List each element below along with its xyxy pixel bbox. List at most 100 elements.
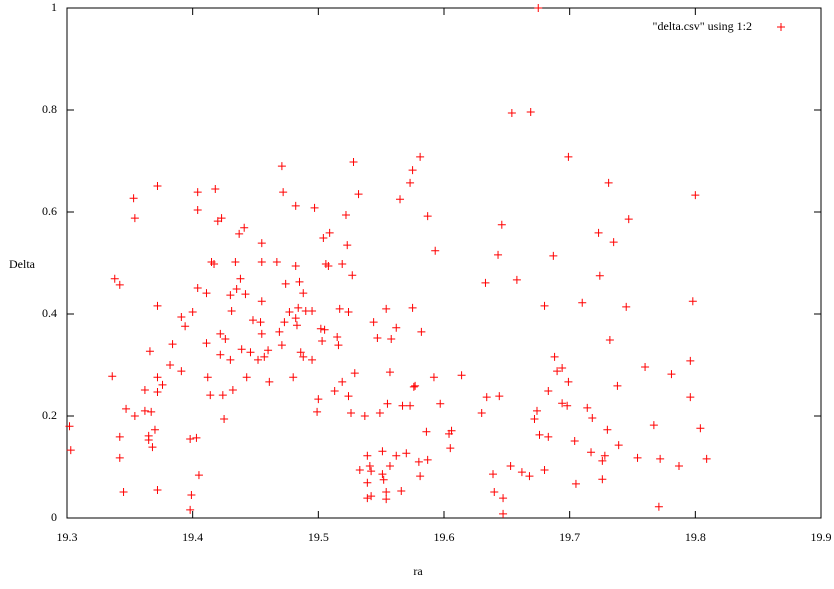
point — [177, 313, 186, 322]
point — [202, 339, 211, 348]
point — [411, 381, 420, 390]
point — [110, 274, 119, 283]
point — [217, 214, 226, 223]
point — [333, 332, 342, 341]
point — [649, 421, 658, 430]
point — [177, 367, 186, 376]
y-tick-label: 0 — [51, 510, 57, 524]
point — [398, 401, 407, 410]
point — [291, 314, 300, 323]
point — [235, 229, 244, 238]
point — [397, 486, 406, 495]
point — [294, 303, 303, 312]
point — [481, 278, 490, 287]
point — [530, 415, 539, 424]
point — [343, 241, 352, 250]
point — [147, 407, 156, 416]
point — [130, 214, 139, 223]
point — [119, 487, 128, 496]
point — [210, 260, 219, 269]
point — [227, 306, 236, 315]
x-tick-label: 19.7 — [559, 530, 580, 544]
point — [482, 393, 491, 402]
point — [553, 367, 562, 376]
point — [308, 306, 317, 315]
point — [422, 427, 431, 436]
point — [256, 318, 265, 327]
point — [564, 377, 573, 386]
point — [609, 238, 618, 247]
point — [320, 325, 329, 334]
point — [148, 443, 157, 452]
point — [497, 220, 506, 229]
y-tick-label: 0.2 — [42, 408, 57, 422]
point — [517, 468, 526, 477]
point — [382, 487, 391, 496]
point — [295, 277, 304, 286]
point — [525, 472, 534, 481]
point — [367, 492, 376, 501]
point — [257, 239, 266, 248]
point — [429, 373, 438, 382]
point — [378, 470, 387, 479]
legend-label: "delta.csv" using 1:2 — [653, 19, 752, 33]
point — [277, 162, 286, 171]
point — [115, 453, 124, 462]
point — [540, 466, 549, 475]
x-tick-label: 19.9 — [811, 530, 832, 544]
point — [544, 387, 553, 396]
point — [292, 321, 301, 330]
point — [150, 425, 159, 434]
point — [246, 348, 255, 357]
point — [691, 191, 700, 200]
point — [598, 456, 607, 465]
point — [578, 298, 587, 307]
point — [220, 415, 229, 424]
point — [583, 403, 592, 412]
point — [193, 188, 202, 197]
point — [532, 406, 541, 415]
point — [260, 352, 269, 361]
point — [506, 461, 515, 470]
point — [237, 345, 246, 354]
point — [402, 449, 411, 458]
point — [285, 307, 294, 316]
point — [203, 373, 212, 382]
point — [360, 412, 369, 420]
point — [334, 341, 343, 350]
point — [296, 348, 305, 357]
point — [257, 257, 266, 266]
point — [221, 334, 230, 343]
x-tick-label: 19.8 — [685, 530, 706, 544]
point — [392, 323, 401, 332]
point — [335, 304, 344, 313]
point — [188, 307, 197, 316]
point — [216, 350, 225, 359]
point — [408, 303, 417, 312]
point — [507, 109, 516, 118]
point — [291, 262, 300, 271]
y-axis-label: Delta — [9, 257, 36, 271]
point — [594, 228, 603, 237]
x-tick-label: 19.5 — [308, 530, 329, 544]
point — [144, 435, 153, 444]
point — [350, 369, 359, 378]
point — [558, 399, 567, 408]
point — [431, 246, 440, 255]
point — [324, 262, 333, 271]
point — [383, 399, 392, 408]
point — [153, 373, 162, 382]
point — [299, 352, 308, 361]
point — [181, 322, 190, 331]
point — [355, 466, 364, 475]
point — [242, 373, 251, 382]
point — [382, 495, 391, 504]
point — [275, 327, 284, 336]
point — [319, 234, 328, 243]
point — [241, 290, 250, 299]
point — [385, 461, 394, 470]
point — [280, 318, 289, 327]
point — [490, 487, 499, 496]
point — [129, 194, 138, 203]
point — [272, 257, 281, 266]
